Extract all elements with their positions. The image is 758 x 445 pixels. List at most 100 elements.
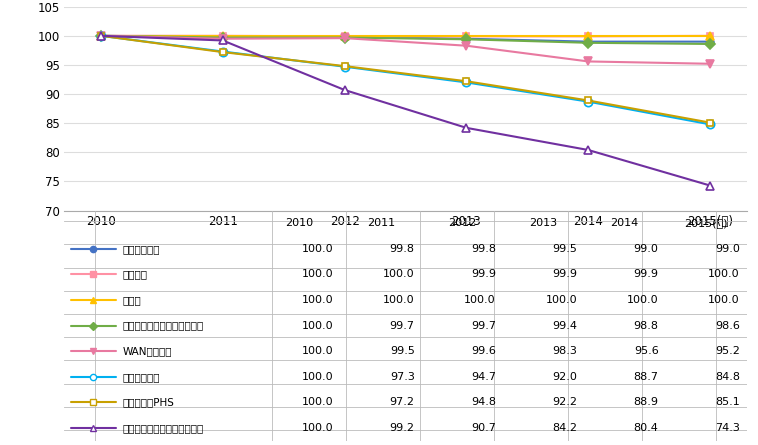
WANサービス: [218, 36, 227, 41]
Text: 2015(年): 2015(年): [684, 218, 728, 228]
Text: 99.2: 99.2: [390, 423, 415, 433]
移動電気通信: [218, 49, 227, 54]
Line: 携帯電話・PHS: 携帯電話・PHS: [98, 32, 713, 126]
Text: 100.0: 100.0: [302, 423, 334, 433]
固定電気通信: [706, 39, 715, 44]
固定電気通信: [96, 33, 105, 38]
Text: 99.9: 99.9: [553, 270, 578, 279]
Text: 99.9: 99.9: [634, 270, 659, 279]
Line: 固定電気通信: 固定電気通信: [98, 32, 713, 45]
専用線: [462, 33, 471, 38]
固定電話: [218, 33, 227, 38]
Text: 2014: 2014: [610, 218, 639, 228]
固定電話: [706, 33, 715, 38]
Text: 95.2: 95.2: [715, 346, 740, 356]
移動データ通信専用サービス: [462, 125, 471, 130]
Text: 98.8: 98.8: [634, 320, 659, 331]
WANサービス: [340, 36, 349, 41]
Text: 80.4: 80.4: [634, 423, 659, 433]
携帯電話・PHS: [96, 33, 105, 38]
Text: 97.2: 97.2: [390, 397, 415, 407]
固定電気通信: [218, 34, 227, 40]
Text: 74.3: 74.3: [715, 423, 740, 433]
Text: 100.0: 100.0: [302, 372, 334, 382]
Text: 99.6: 99.6: [471, 346, 496, 356]
移動電気通信: [462, 80, 471, 85]
固定電気通信: [462, 36, 471, 41]
Text: インターネット接続サービス: インターネット接続サービス: [123, 320, 204, 331]
固定電気通信: [584, 39, 593, 44]
インターネット接続サービス: [706, 41, 715, 47]
Text: 97.3: 97.3: [390, 372, 415, 382]
インターネット接続サービス: [96, 33, 105, 38]
Text: 84.2: 84.2: [553, 423, 578, 433]
Text: 100.0: 100.0: [302, 244, 334, 254]
Text: 100.0: 100.0: [465, 295, 496, 305]
Text: 99.0: 99.0: [634, 244, 659, 254]
Text: 94.8: 94.8: [471, 397, 496, 407]
Text: 99.7: 99.7: [471, 320, 496, 331]
専用線: [218, 33, 227, 38]
Text: WANサービス: WANサービス: [123, 346, 172, 356]
移動電気通信: [340, 64, 349, 69]
Text: 2012: 2012: [448, 218, 476, 228]
Text: 98.6: 98.6: [715, 320, 740, 331]
Text: 100.0: 100.0: [302, 295, 334, 305]
Text: 携帯電話・PHS: 携帯電話・PHS: [123, 397, 174, 407]
携帯電話・PHS: [462, 79, 471, 84]
移動電気通信: [584, 99, 593, 104]
Text: 92.0: 92.0: [553, 372, 578, 382]
移動データ通信専用サービス: [218, 38, 227, 43]
Line: 専用線: 専用線: [97, 32, 714, 40]
移動データ通信専用サービス: [706, 183, 715, 188]
Text: 移動データ通信専用サービス: 移動データ通信専用サービス: [123, 423, 204, 433]
Text: 100.0: 100.0: [546, 295, 578, 305]
Text: 2013: 2013: [529, 218, 557, 228]
固定電話: [96, 33, 105, 38]
Line: インターネット接続サービス: インターネット接続サービス: [98, 32, 713, 48]
携帯電話・PHS: [706, 120, 715, 125]
Text: 99.0: 99.0: [715, 244, 740, 254]
Text: 99.9: 99.9: [471, 270, 496, 279]
Text: 94.7: 94.7: [471, 372, 496, 382]
固定電話: [340, 34, 349, 39]
携帯電話・PHS: [584, 98, 593, 103]
Text: 99.5: 99.5: [553, 244, 578, 254]
インターネット接続サービス: [584, 40, 593, 45]
携帯電話・PHS: [218, 49, 227, 55]
Text: 92.2: 92.2: [553, 397, 578, 407]
Text: 固定電気通信: 固定電気通信: [123, 244, 160, 254]
インターネット接続サービス: [340, 35, 349, 40]
Text: 85.1: 85.1: [715, 397, 740, 407]
移動電気通信: [96, 33, 105, 38]
WANサービス: [96, 33, 105, 38]
移動電気通信: [706, 121, 715, 127]
移動データ通信専用サービス: [96, 33, 105, 38]
Text: 88.7: 88.7: [634, 372, 659, 382]
Text: 100.0: 100.0: [302, 346, 334, 356]
Text: 99.8: 99.8: [471, 244, 496, 254]
WANサービス: [462, 43, 471, 49]
Text: 専用線: 専用線: [123, 295, 141, 305]
インターネット接続サービス: [462, 36, 471, 42]
Text: 100.0: 100.0: [383, 295, 415, 305]
インターネット接続サービス: [218, 35, 227, 40]
専用線: [340, 33, 349, 38]
WANサービス: [706, 61, 715, 66]
Text: 100.0: 100.0: [383, 270, 415, 279]
Text: 95.6: 95.6: [634, 346, 659, 356]
移動データ通信専用サービス: [340, 87, 349, 93]
Text: 98.3: 98.3: [553, 346, 578, 356]
Line: 固定電話: 固定電話: [98, 32, 713, 40]
固定電話: [584, 34, 593, 39]
Text: 固定電話: 固定電話: [123, 270, 147, 279]
Text: 100.0: 100.0: [302, 397, 334, 407]
Text: 2010: 2010: [286, 218, 314, 228]
Text: 2011: 2011: [367, 218, 395, 228]
Text: 100.0: 100.0: [302, 270, 334, 279]
Text: 100.0: 100.0: [708, 270, 740, 279]
Line: 移動データ通信専用サービス: 移動データ通信専用サービス: [97, 32, 714, 190]
Text: 100.0: 100.0: [627, 295, 659, 305]
Text: 84.8: 84.8: [715, 372, 740, 382]
Text: 100.0: 100.0: [708, 295, 740, 305]
